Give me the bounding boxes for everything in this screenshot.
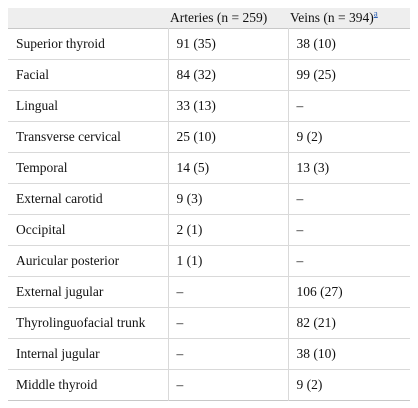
cell-arteries: 2 (1)	[167, 214, 288, 245]
header-veins-label: Veins (n = 394)	[290, 9, 374, 25]
cell-arteries: 9 (3)	[167, 183, 288, 214]
cell-veins: 38 (10)	[287, 338, 410, 369]
cell-arteries: 33 (13)	[167, 90, 288, 121]
cell-vessel: Middle thyroid	[16, 376, 98, 392]
table-row: Transverse cervical 25 (10) 9 (2)	[8, 121, 410, 152]
table-row: Lingual 33 (13) –	[8, 90, 410, 121]
cell-vessel: Auricular posterior	[16, 252, 120, 268]
cell-veins: –	[287, 245, 410, 276]
cell-arteries: 25 (10)	[167, 121, 288, 152]
cell-arteries: 91 (35)	[167, 28, 288, 59]
table-row: Middle thyroid –9 (2)	[8, 369, 410, 400]
cell-vessel: Internal jugular	[16, 345, 100, 361]
cell-veins: –	[287, 90, 410, 121]
cell-arteries: –	[167, 338, 288, 369]
cell-veins: 82 (21)	[287, 307, 410, 338]
table-header-row: Arteries (n = 259) Veins (n = 394)a	[8, 8, 410, 28]
table-body: Superior thyroid 91 (35) 38 (10) Facial 84 (…	[8, 28, 410, 400]
table-row: Auricular posterior 1 (1) –	[8, 245, 410, 276]
table-row: External carotid 9 (3) –	[8, 183, 410, 214]
table-row: Facial 84 (32) 99 (25)	[8, 59, 410, 90]
cell-arteries: 84 (32)	[167, 59, 288, 90]
cell-vessel: External jugular	[16, 283, 104, 299]
cell-arteries: –	[167, 369, 288, 400]
cell-vessel: Occipital	[16, 221, 66, 237]
cell-arteries: –	[167, 307, 288, 338]
header-vessel	[8, 8, 168, 28]
cell-vessel: Superior thyroid	[16, 35, 105, 51]
table-row: Thyrolinguofacial trunk –82 (21)	[8, 307, 410, 338]
cell-veins: –	[287, 214, 410, 245]
table-row: Temporal 14 (5) 13 (3)	[8, 152, 410, 183]
header-veins: Veins (n = 394)a	[288, 8, 410, 28]
table-row: Superior thyroid 91 (35) 38 (10)	[8, 28, 410, 59]
cell-vessel: Thyrolinguofacial trunk	[16, 314, 146, 330]
cell-arteries: 14 (5)	[167, 152, 288, 183]
header-arteries: Arteries (n = 259)	[170, 9, 268, 25]
cell-veins: 106 (27)	[287, 276, 410, 307]
table-row: Internal jugular –38 (10)	[8, 338, 410, 369]
cell-veins: 9 (2)	[287, 121, 410, 152]
footnote-link[interactable]: a	[373, 8, 378, 19]
cell-arteries: –	[167, 276, 288, 307]
cell-vessel: Transverse cervical	[16, 128, 121, 144]
cell-vessel: Facial	[16, 66, 49, 82]
cell-veins: –	[287, 183, 410, 214]
cell-veins: 38 (10)	[287, 28, 410, 59]
table-row: External jugular –106 (27)	[8, 276, 410, 307]
cell-vessel: External carotid	[16, 190, 103, 206]
cell-veins: 9 (2)	[287, 369, 410, 400]
cell-vessel: Temporal	[16, 159, 68, 175]
cell-veins: 13 (3)	[287, 152, 410, 183]
vessel-table: Arteries (n = 259) Veins (n = 394)a Supe…	[8, 8, 410, 401]
table-row: Occipital 2 (1) –	[8, 214, 410, 245]
cell-vessel: Lingual	[16, 97, 58, 113]
cell-veins: 99 (25)	[287, 59, 410, 90]
cell-arteries: 1 (1)	[167, 245, 288, 276]
